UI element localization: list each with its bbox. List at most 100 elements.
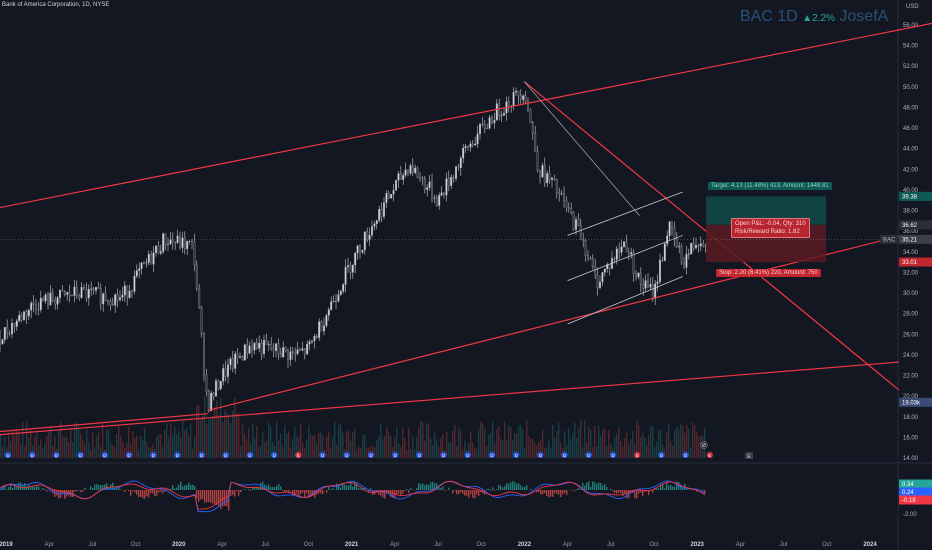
volume-bar [364,434,366,458]
event-marker-label: D [152,453,156,458]
indicator-histogram-bar [84,487,86,490]
indicator-histogram-bar [444,490,446,491]
volume-bar [614,437,616,458]
event-marker[interactable] [609,451,617,459]
position-stop-label[interactable]: Stop: 2.20 (6.41%) 220, Amount: 750 [716,269,821,277]
event-marker[interactable] [488,451,496,459]
volume-bar [202,415,204,458]
event-marker[interactable] [53,451,60,459]
event-marker[interactable] [29,451,36,459]
volume-bar [656,441,658,458]
candle-body [481,123,484,125]
event-marker[interactable] [222,451,229,459]
event-marker[interactable] [658,451,665,459]
volume-bar [442,434,444,458]
annotation-badge-bg[interactable] [700,441,708,449]
event-marker[interactable] [706,451,713,459]
channel-middle[interactable] [567,234,683,282]
indicator-histogram-bar [396,490,398,495]
event-marker[interactable] [367,451,375,459]
position-target-label[interactable]: Target: 4.13 (11.48%) 413, Amount: 1448.… [708,182,832,190]
event-marker[interactable] [125,451,133,459]
candle-body [23,311,25,321]
event-marker[interactable] [634,451,641,459]
event-future-marker[interactable] [745,452,753,459]
volume-bar [214,407,216,458]
event-marker[interactable] [537,451,544,459]
candle-body [258,342,261,349]
trendline-long-base[interactable] [0,361,899,436]
volume-bar [508,425,510,458]
candle-body [171,239,174,242]
volume-bar [644,437,646,458]
candle-body [522,95,525,100]
indicator-histogram-bar [370,488,372,490]
candle-body [42,298,45,302]
candle-body [373,223,376,227]
event-marker[interactable] [464,451,471,459]
candle-body [536,151,539,171]
event-marker[interactable] [343,451,350,459]
position-pnl-label[interactable]: Open P&L: -0.04, Qty: 310 Risk/Reward Ra… [731,218,810,238]
candle-body [39,298,42,310]
event-marker[interactable] [682,451,689,459]
volume-bar [280,433,282,458]
candle-body [392,190,395,195]
volume-bar [82,440,84,458]
event-marker[interactable] [150,451,157,459]
channel-upper[interactable] [567,191,683,236]
event-marker[interactable] [440,451,447,459]
event-marker[interactable] [4,451,12,459]
indicator-histogram-bar [170,488,172,490]
event-marker[interactable] [513,451,520,459]
event-marker[interactable] [319,451,326,459]
candle-body [200,307,203,334]
indicator-histogram-bar [352,486,354,490]
event-marker[interactable] [174,451,181,459]
event-marker[interactable] [416,451,423,459]
event-marker[interactable] [246,451,254,459]
event-marker-label: D [345,453,349,458]
event-marker[interactable] [77,451,84,459]
volume-bar [558,422,560,458]
volume-bar [534,442,536,458]
indicator-histogram-bar [432,481,434,490]
volume-bar [592,447,594,458]
volume-bar [404,438,406,458]
candle-body [56,297,59,305]
event-marker[interactable] [295,451,302,459]
event-marker[interactable] [585,451,592,459]
indicator-histogram-bar [294,490,296,496]
volume-bar [206,423,208,458]
volume-bar [392,446,394,458]
volume-bar [232,411,234,458]
indicator-histogram-bar [460,490,462,493]
trendline-upper-channel[interactable] [0,16,932,229]
volume-bar [576,438,578,458]
volume-bar [658,430,660,458]
volume-bar [402,427,404,458]
event-marker[interactable] [101,451,109,459]
candle-body [635,273,637,278]
y-tick-label: 42.00 [903,167,919,173]
event-marker[interactable] [392,451,399,459]
event-marker[interactable] [271,451,278,459]
candle-body [488,117,491,129]
indicator-histogram-bar [464,490,466,496]
event-marker[interactable] [561,451,568,459]
candle-body [330,301,333,310]
trendline-base-left[interactable] [0,413,208,433]
volume-bar [640,437,642,458]
event-marker[interactable] [198,451,205,459]
x-tick-label: 2022 [518,542,532,548]
event-marker-label: D [369,453,373,458]
channel-lower[interactable] [567,276,683,325]
channel-upper-guide[interactable] [524,81,640,216]
trendline-rising-support[interactable] [207,235,899,412]
volume-bar [134,437,136,458]
volume-bar [166,422,168,458]
volume-bar [468,443,470,458]
candle-body [534,133,537,152]
indicator-tag: 0.34 [902,482,914,488]
candle-body [54,300,57,305]
